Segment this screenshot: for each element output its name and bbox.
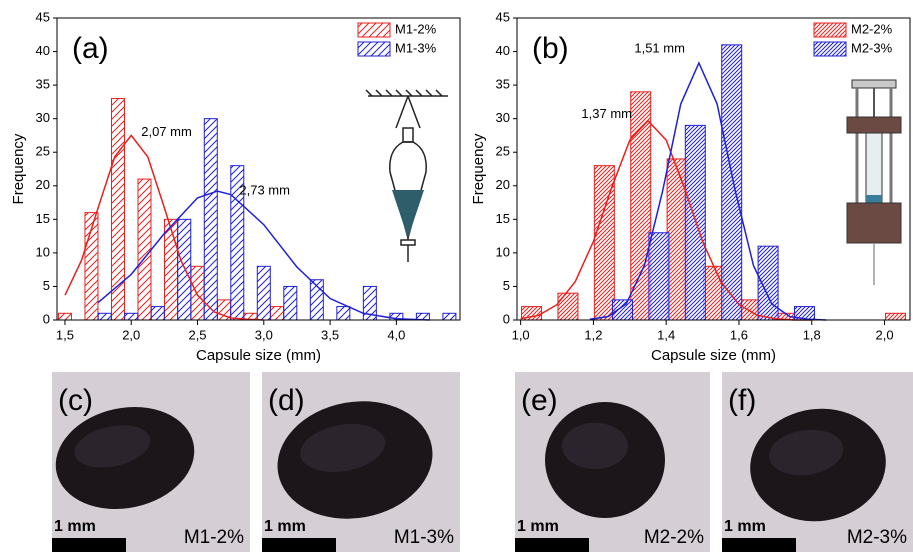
bar — [613, 300, 633, 320]
bar — [704, 266, 724, 320]
bar — [165, 219, 178, 320]
legend-label: M2-3% — [851, 40, 893, 55]
fit-annotation: 2,73 mm — [239, 183, 290, 198]
scale-bar — [52, 538, 126, 552]
bar — [885, 313, 905, 320]
bar — [667, 159, 687, 320]
y-tick-label: 0 — [503, 311, 510, 326]
y-tick-label: 40 — [36, 43, 50, 58]
photo-caption: M2-3% — [847, 527, 907, 548]
bar — [125, 313, 138, 320]
scale-bar-label: 1 mm — [517, 518, 559, 535]
legend-label: M2-2% — [851, 21, 893, 36]
bar — [337, 307, 350, 320]
fit-annotation: 2,07 mm — [141, 124, 192, 139]
photo-label: (e) — [521, 384, 558, 417]
scale-bar — [515, 538, 589, 552]
photo-caption: M1-3% — [394, 527, 454, 548]
photo-caption: M1-2% — [184, 527, 244, 548]
fit-annotation: 1,37 mm — [581, 106, 632, 121]
x-tick-label: 1,8 — [803, 327, 821, 342]
bar — [443, 313, 456, 320]
x-tick-label: 3,5 — [321, 327, 339, 342]
scale-bar-label: 1 mm — [54, 518, 96, 535]
photo-label: (f) — [728, 384, 756, 417]
bar — [111, 99, 124, 320]
x-tick-label: 4,0 — [387, 327, 405, 342]
y-tick-label: 20 — [36, 177, 50, 192]
scale-bar — [722, 538, 796, 552]
x-tick-label: 2,5 — [188, 327, 206, 342]
y-tick-label: 35 — [36, 77, 50, 92]
x-tick-label: 3,0 — [255, 327, 273, 342]
x-tick-label: 1,5 — [56, 327, 74, 342]
y-tick-label: 15 — [36, 211, 50, 226]
x-tick-label: 2,0 — [122, 327, 140, 342]
legend-swatch — [358, 42, 390, 56]
legend-swatch — [814, 23, 846, 37]
funnel-icon — [366, 90, 448, 262]
fit-annotation: 1,51 mm — [634, 40, 685, 55]
y-tick-label: 20 — [496, 177, 510, 192]
x-tick-label: 1,0 — [512, 327, 530, 342]
y-tick-label: 30 — [496, 110, 510, 125]
panel-label: (b) — [532, 32, 569, 65]
legend-swatch — [814, 42, 846, 56]
y-tick-label: 25 — [496, 144, 510, 159]
y-axis-title: Frequency — [10, 133, 27, 204]
y-tick-label: 10 — [496, 244, 510, 259]
bar — [271, 307, 284, 320]
legend-swatch — [358, 23, 390, 37]
bar — [98, 313, 111, 320]
photo-caption: M2-2% — [644, 527, 704, 548]
y-tick-label: 35 — [496, 77, 510, 92]
scale-bar — [262, 538, 336, 552]
scale-bar-label: 1 mm — [724, 518, 766, 535]
capsule-highlight — [562, 423, 628, 469]
scale-bar-label: 1 mm — [264, 518, 306, 535]
bar — [178, 219, 191, 320]
photo-label: (d) — [268, 384, 305, 417]
syringe-icon — [847, 80, 901, 285]
x-tick-label: 1,6 — [730, 327, 748, 342]
bar — [649, 233, 669, 320]
legend-label: M1-2% — [395, 21, 437, 36]
bar — [191, 266, 204, 320]
bar — [740, 300, 760, 320]
bar — [284, 286, 297, 320]
y-tick-label: 5 — [503, 278, 510, 293]
y-tick-label: 0 — [43, 311, 50, 326]
bar — [558, 293, 578, 320]
bar — [151, 307, 164, 320]
bar — [204, 119, 217, 320]
y-axis-title: Frequency — [470, 133, 487, 204]
x-axis-title: Capsule size (mm) — [651, 347, 776, 364]
bar — [631, 92, 651, 320]
y-tick-label: 5 — [43, 278, 50, 293]
bar — [138, 179, 151, 320]
x-tick-label: 2,0 — [875, 327, 893, 342]
x-tick-label: 1,2 — [584, 327, 602, 342]
y-tick-label: 45 — [496, 9, 510, 24]
y-tick-label: 25 — [36, 144, 50, 159]
bar — [257, 266, 270, 320]
photo-label: (c) — [58, 384, 93, 417]
y-tick-label: 40 — [496, 43, 510, 58]
figure: 0 5 10 15 20 25 30 35 40 45 1,5 2,0 2,5 3,0 3,5 4,0 2,07… — [0, 0, 913, 552]
x-axis-title: Capsule size (mm) — [196, 347, 321, 364]
y-tick-label: 45 — [36, 9, 50, 24]
y-tick-label: 10 — [36, 244, 50, 259]
bar — [685, 125, 705, 320]
bar — [58, 313, 71, 320]
y-tick-label: 30 — [36, 110, 50, 125]
x-tick-label: 1,4 — [657, 327, 675, 342]
bar — [722, 45, 742, 320]
y-tick-label: 15 — [496, 211, 510, 226]
panel-label: (a) — [72, 32, 109, 65]
legend-label: M1-3% — [395, 40, 437, 55]
